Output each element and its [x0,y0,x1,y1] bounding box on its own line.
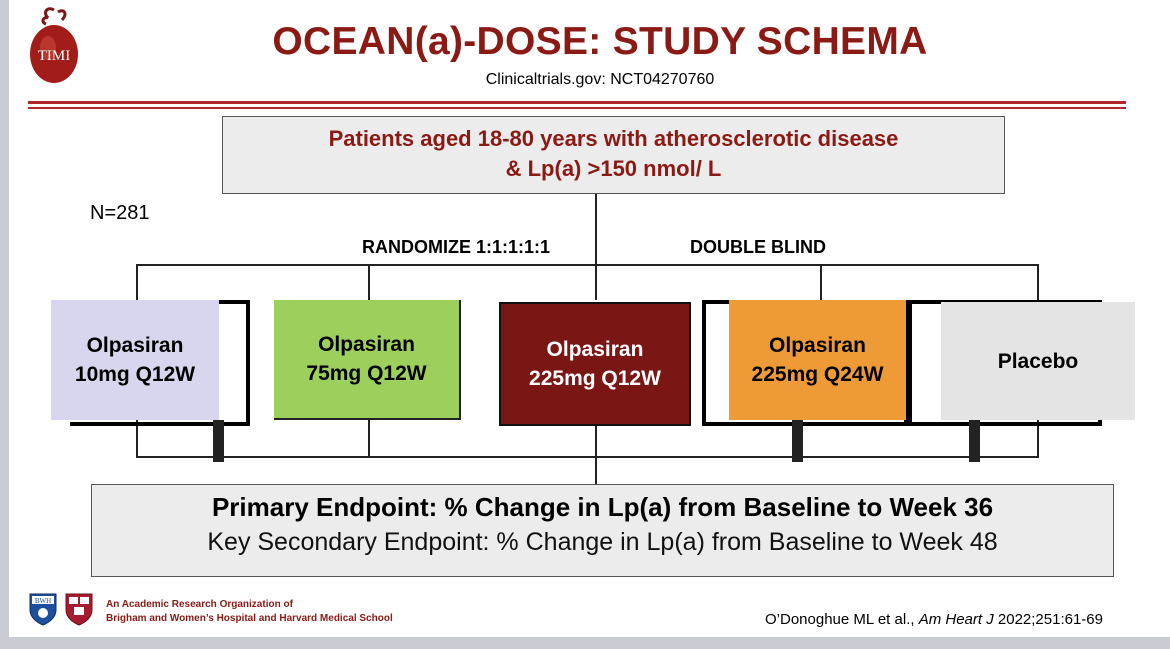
connector-drop-5 [1037,264,1039,300]
primary-endpoint: Primary Endpoint: % Change in Lp(a) from… [211,492,994,522]
connector-drop-4 [820,264,822,300]
organization-text: An Academic Research Organization of Bri… [106,598,393,626]
connector-rise-2 [368,420,370,458]
arm-1-post [213,420,224,462]
connector-trunk-top [595,194,597,300]
arm-box-placebo: Placebo [941,302,1135,420]
arm-5-drug: Placebo [997,349,1079,373]
bwh-shield-icon: BWH [28,592,58,626]
arm-2-drug: Olpasiran [318,333,415,356]
citation: O’Donoghue ML et al., Am Heart J 2022;25… [765,611,1103,628]
arm-5-post [969,420,980,462]
connector-rise-1 [136,420,138,458]
connector-merge-bar [136,456,1039,458]
eligibility-line-2: & Lp(a) >150 nmol/ L [505,156,722,181]
connector-drop-1 [136,264,138,300]
sample-size-label: N=281 [90,202,150,224]
bwh-logo-text: BWH [35,597,51,605]
timi-logo: TIMI [28,6,80,84]
arm-1-dose: 10mg Q12W [74,363,196,386]
connector-split-bar [136,264,1039,266]
timi-logo-text: TIMI [38,48,71,64]
citation-authors: O’Donoghue ML et al., [765,611,919,628]
connector-rise-5 [1037,420,1039,458]
org-line-2: Brigham and Women’s Hospital and Harvard… [106,613,393,624]
endpoints-box: Primary Endpoint: % Change in Lp(a) from… [91,484,1114,577]
eligibility-box: Patients aged 18-80 years with atheroscl… [222,116,1005,194]
arm-box-olpasiran-10mg: Olpasiran 10mg Q12W [51,300,219,420]
arm-4-drug: Olpasiran [769,334,866,357]
header-rule-top [28,101,1126,104]
randomize-label: RANDOMIZE 1:1:1:1:1 [362,237,551,257]
page-title: OCEAN(a)-DOSE: STUDY SCHEMA [272,20,928,63]
arm-3-dose: 225mg Q12W [529,367,661,390]
secondary-endpoint: Key Secondary Endpoint: % Change in Lp(a… [207,528,998,556]
header-rule-bottom [28,107,1126,109]
arm-3-drug: Olpasiran [546,338,644,361]
arm-4-dose: 225mg Q24W [751,363,884,386]
citation-journal: Am Heart J [918,611,994,628]
arm-box-olpasiran-75mg: Olpasiran 75mg Q12W [274,300,461,420]
connector-trunk-bottom [595,420,597,484]
arm-2-dose: 75mg Q12W [306,362,427,385]
slide-frame-left [0,0,9,649]
connector-drop-2 [368,264,370,300]
eligibility-line-1: Patients aged 18-80 years with atheroscl… [328,126,899,151]
arm-box-olpasiran-225mg-q24w: Olpasiran 225mg Q24W [729,300,906,420]
double-blind-label: DOUBLE BLIND [690,237,826,257]
citation-reference: 2022;251:61-69 [993,611,1103,628]
harvard-shield-icon [64,592,94,626]
arm-box-olpasiran-225mg-q12w: Olpasiran 225mg Q12W [499,302,691,426]
arm-1-drug: Olpasiran [86,334,184,357]
org-line-1: An Academic Research Organization of [106,599,293,610]
slide-frame-bottom [0,637,1170,649]
page-subtitle: Clinicaltrials.gov: NCT04270760 [485,71,715,88]
arm-4-post [792,420,803,462]
